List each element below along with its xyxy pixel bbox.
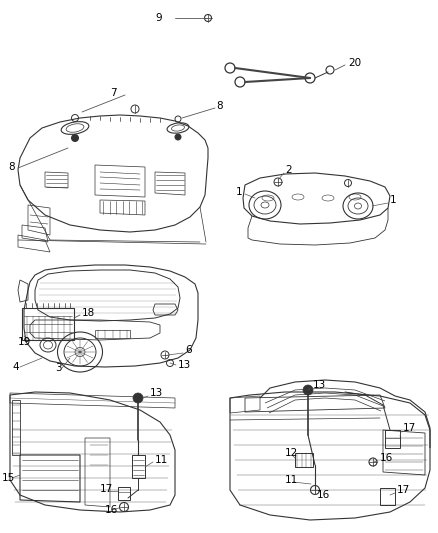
Text: 17: 17	[403, 423, 416, 433]
Text: 8: 8	[216, 101, 223, 111]
Text: 15: 15	[2, 473, 15, 483]
Text: 16: 16	[380, 453, 393, 463]
Text: 1: 1	[236, 187, 243, 197]
Text: 8: 8	[8, 162, 14, 172]
Text: 13: 13	[313, 380, 326, 390]
Text: 3: 3	[55, 363, 62, 373]
Circle shape	[71, 134, 78, 141]
Text: 13: 13	[178, 360, 191, 370]
Text: 19: 19	[18, 337, 31, 347]
Text: 18: 18	[82, 308, 95, 318]
Text: 12: 12	[285, 448, 298, 458]
Text: 1: 1	[390, 195, 397, 205]
Text: 9: 9	[155, 13, 162, 23]
Text: 17: 17	[100, 484, 113, 494]
Text: 4: 4	[12, 362, 19, 372]
Text: 11: 11	[155, 455, 168, 465]
Circle shape	[175, 134, 181, 140]
Text: 20: 20	[348, 58, 361, 68]
Text: 16: 16	[105, 505, 118, 515]
Text: 2: 2	[285, 165, 292, 175]
Text: 13: 13	[150, 388, 163, 398]
Circle shape	[133, 393, 143, 403]
Text: 7: 7	[110, 88, 117, 98]
Text: 11: 11	[285, 475, 298, 485]
Text: 17: 17	[397, 485, 410, 495]
Text: 6: 6	[185, 345, 192, 355]
Circle shape	[303, 385, 313, 395]
Text: 16: 16	[317, 490, 330, 500]
